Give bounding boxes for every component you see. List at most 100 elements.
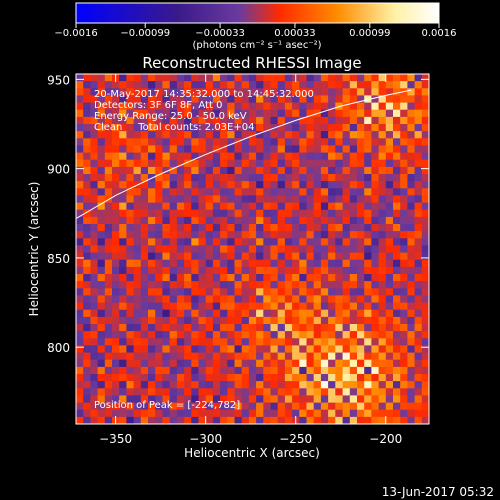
heatmap-cell <box>97 359 106 368</box>
heatmap-cell <box>342 224 351 232</box>
colorbar-tick-label: 0.0016 <box>422 28 457 39</box>
heatmap-cell <box>133 409 142 418</box>
heatmap-cell <box>90 174 99 182</box>
heatmap-cell <box>371 338 380 346</box>
heatmap-cell <box>371 124 380 132</box>
heatmap-cell <box>313 309 322 318</box>
heatmap-cell <box>349 74 358 82</box>
heatmap-cell <box>198 288 207 296</box>
heatmap-cell <box>119 338 127 346</box>
heatmap-cell <box>83 402 91 411</box>
heatmap-cell <box>400 345 408 353</box>
heatmap-cell <box>241 345 250 353</box>
heatmap-cell <box>407 266 416 275</box>
heatmap-cell <box>162 309 171 318</box>
heatmap-cell <box>234 266 243 275</box>
heatmap-cell <box>400 138 408 146</box>
heatmap-cell <box>184 145 192 153</box>
heatmap-cell <box>162 316 171 325</box>
heatmap-cell <box>227 216 235 225</box>
heatmap-cell <box>119 409 127 418</box>
heatmap-cell <box>191 338 199 346</box>
heatmap-cell <box>313 74 322 82</box>
heatmap-cell <box>299 216 307 225</box>
heatmap-cell <box>320 216 329 225</box>
heatmap-cell <box>357 388 365 396</box>
heatmap-cell <box>90 374 99 382</box>
heatmap-cell <box>112 352 120 361</box>
heatmap-cell <box>400 145 408 153</box>
heatmap-cell <box>212 374 221 382</box>
heatmap-cell <box>335 259 343 268</box>
heatmap-cell <box>414 209 423 218</box>
heatmap-cell <box>335 266 343 275</box>
heatmap-cell <box>162 224 171 232</box>
heatmap-cell <box>256 88 264 96</box>
heatmap-cell <box>378 381 387 389</box>
heatmap-cell <box>76 145 84 153</box>
heatmap-cell <box>277 216 286 225</box>
heatmap-cell <box>385 331 394 339</box>
heatmap-cell <box>335 216 343 225</box>
heatmap-cell <box>126 145 135 153</box>
heatmap-cell <box>205 402 214 411</box>
heatmap-cell <box>385 181 394 189</box>
heatmap-cell <box>205 295 214 303</box>
heatmap-cell <box>357 245 365 253</box>
heatmap-cell <box>299 302 307 311</box>
heatmap-cell <box>306 152 315 161</box>
heatmap-cell <box>148 181 156 189</box>
heatmap-cell <box>241 274 250 282</box>
heatmap-cell <box>248 316 257 325</box>
heatmap-cell <box>371 324 380 332</box>
heatmap-cell <box>248 338 257 346</box>
heatmap-cell <box>364 352 372 361</box>
heatmap-cell <box>140 259 149 268</box>
heatmap-cell <box>385 88 394 96</box>
heatmap-cell <box>429 231 437 239</box>
heatmap-cell <box>400 231 408 239</box>
heatmap-cell <box>97 266 106 275</box>
heatmap-cell <box>191 302 199 311</box>
heatmap-cell <box>342 381 351 389</box>
heatmap-cell <box>169 381 178 389</box>
heatmap-cell <box>104 145 113 153</box>
heatmap-cell <box>342 231 351 239</box>
heatmap-cell <box>248 388 257 396</box>
heatmap-cell <box>205 74 214 82</box>
heatmap-cell <box>234 209 243 218</box>
heatmap-cell <box>126 188 135 196</box>
heatmap-cell <box>234 259 243 268</box>
heatmap-cell <box>407 345 416 353</box>
heatmap-cell <box>357 316 365 325</box>
heatmap-cell <box>133 402 142 411</box>
heatmap-cell <box>241 74 250 82</box>
heatmap-cell <box>328 281 336 289</box>
heatmap-cell <box>220 231 228 239</box>
heatmap-cell <box>421 152 429 161</box>
heatmap-cell <box>119 74 127 82</box>
heatmap-cell <box>227 266 235 275</box>
heatmap-cell <box>328 338 336 346</box>
heatmap-cell <box>371 381 380 389</box>
heatmap-cell <box>83 288 91 296</box>
heatmap-cell <box>90 302 99 311</box>
heatmap-cell <box>270 288 279 296</box>
heatmap-cell <box>299 381 307 389</box>
heatmap-cell <box>184 74 192 82</box>
heatmap-cell <box>357 345 365 353</box>
heatmap-cell <box>349 231 358 239</box>
heatmap-cell <box>162 74 171 82</box>
heatmap-cell <box>104 374 113 382</box>
heatmap-cell <box>328 274 336 282</box>
heatmap-cell <box>422 424 430 432</box>
heatmap-cell <box>140 74 149 82</box>
heatmap-cell <box>90 359 99 368</box>
heatmap-cell <box>385 231 394 239</box>
heatmap-cell <box>112 102 120 111</box>
heatmap-cell <box>184 174 192 182</box>
heatmap-cell <box>393 216 401 225</box>
heatmap-cell <box>126 424 134 432</box>
heatmap-cell <box>277 102 286 111</box>
heatmap-cell <box>313 295 322 303</box>
